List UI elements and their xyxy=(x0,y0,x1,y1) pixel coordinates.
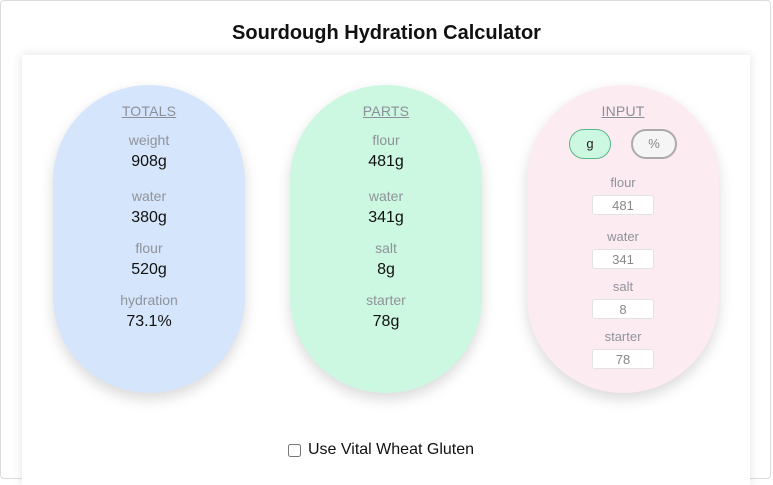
vital-wheat-gluten-label: Use Vital Wheat Gluten xyxy=(308,441,475,458)
water-input[interactable] xyxy=(592,249,654,269)
stat-label: flour xyxy=(135,240,163,256)
input-panel: INPUT g % flour water salt starter xyxy=(527,85,719,393)
input-label: water xyxy=(607,229,639,244)
salt-input-group: salt xyxy=(527,279,719,319)
percent-unit-button[interactable]: % xyxy=(631,129,677,159)
stat-value: 8g xyxy=(377,261,395,278)
parts-heading: PARTS xyxy=(362,103,410,119)
stat-label: weight xyxy=(128,132,170,148)
parts-starter: starter 78g xyxy=(290,291,482,333)
stat-value: 481g xyxy=(368,153,404,170)
totals-panel: TOTALS weight 908g water 380g flour 520g… xyxy=(53,85,245,393)
page-title: Sourdough Hydration Calculator xyxy=(232,22,541,44)
stat-value: 520g xyxy=(131,261,167,278)
input-label: salt xyxy=(612,279,634,294)
stat-label: starter xyxy=(366,292,406,308)
stat-label: salt xyxy=(375,240,397,256)
flour-input-group: flour xyxy=(527,175,719,215)
parts-panel: PARTS flour 481g water 341g salt 8g star… xyxy=(290,85,482,393)
totals-hydration: hydration 73.1% xyxy=(53,291,245,333)
starter-input[interactable] xyxy=(592,349,654,369)
flour-input[interactable] xyxy=(592,195,654,215)
stat-label: water xyxy=(131,188,167,204)
stat-value: 380g xyxy=(131,209,167,226)
stat-value: 73.1% xyxy=(126,313,172,330)
totals-water: water 380g xyxy=(53,187,245,229)
water-input-group: water xyxy=(527,229,719,269)
starter-input-group: starter xyxy=(527,329,719,369)
stat-label: flour xyxy=(372,132,400,148)
totals-flour: flour 520g xyxy=(53,239,245,281)
input-heading: INPUT xyxy=(601,103,645,119)
input-label: flour xyxy=(610,175,636,190)
vital-wheat-gluten-checkbox[interactable] xyxy=(288,443,301,457)
stat-value: 78g xyxy=(372,313,400,330)
parts-flour: flour 481g xyxy=(290,131,482,173)
vital-wheat-gluten-option[interactable]: Use Vital Wheat Gluten xyxy=(288,440,474,460)
stat-value: 341g xyxy=(368,209,404,226)
parts-water: water 341g xyxy=(290,187,482,229)
salt-input[interactable] xyxy=(592,299,654,319)
input-label: starter xyxy=(604,329,642,344)
totals-heading: TOTALS xyxy=(121,103,177,119)
grams-unit-button[interactable]: g xyxy=(569,129,611,159)
parts-salt: salt 8g xyxy=(290,239,482,281)
stat-value: 908g xyxy=(131,153,167,170)
totals-weight: weight 908g xyxy=(53,131,245,173)
stat-label: hydration xyxy=(120,292,178,308)
stat-label: water xyxy=(368,188,404,204)
